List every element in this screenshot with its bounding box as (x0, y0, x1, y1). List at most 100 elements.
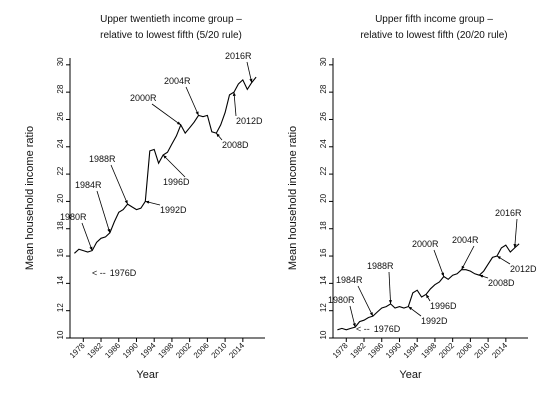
y-tick-label: 20 (319, 193, 328, 202)
y-tick-label: 10 (319, 330, 328, 339)
annotation-arrowhead (163, 154, 167, 159)
y-tick-label: 18 (319, 221, 328, 230)
x-axis-title: Year (136, 369, 159, 381)
y-tick-label: 24 (56, 139, 65, 148)
annotation-label: 1992D (421, 316, 448, 326)
annotation-label: 1988R (89, 154, 116, 164)
chart-title-line: relative to lowest fifth (5/20 rule) (100, 30, 242, 41)
annotation-text: 1976D (374, 324, 401, 334)
x-tick-label: 2002 (174, 341, 193, 360)
annotation-arrowhead (89, 246, 93, 251)
x-tick-label: 2006 (455, 341, 474, 360)
annotation-arrowhead (513, 244, 517, 248)
annotation-leader-line (461, 245, 475, 270)
x-tick-label: 1982 (348, 341, 367, 360)
y-tick-label: 12 (56, 303, 65, 312)
annotation-label: 1980R (328, 295, 355, 305)
y-tick-label: 14 (56, 275, 65, 284)
annotation-leader-line (151, 103, 182, 126)
annotation-arrowhead (461, 265, 465, 270)
annotation-arrowhead (216, 133, 220, 137)
x-tick-label: 1994 (139, 341, 158, 360)
annotation-label: < -- 1976D (92, 268, 137, 278)
y-tick-label: 24 (319, 139, 328, 148)
y-tick-label: 16 (319, 248, 328, 257)
x-tick-label: 1990 (121, 341, 140, 360)
annotation-arrow-prefix: < -- (92, 268, 106, 278)
chart-title-line: Upper fifth income group – (375, 14, 493, 25)
x-tick-label: 1982 (85, 341, 104, 360)
y-tick-label: 28 (319, 84, 328, 93)
annotation-arrowhead (388, 300, 392, 304)
annotation-label: < -- 1976D (356, 324, 401, 334)
x-tick-label: 2010 (210, 341, 229, 360)
annotation-label: 1984R (336, 275, 363, 285)
annotation-text: 1976D (110, 268, 137, 278)
y-tick-label: 26 (56, 111, 65, 120)
annotation-label: 2012D (510, 264, 537, 274)
annotation-arrowhead (195, 111, 199, 116)
series-line (74, 76, 257, 254)
annotation-arrow-prefix: < -- (356, 324, 370, 334)
annotation-leader-line (81, 222, 93, 251)
annotation-arrowhead (352, 323, 356, 328)
annotation-label: 1996D (163, 177, 190, 187)
annotation-label: 2016R (225, 51, 252, 61)
annotation-label: 1980R (60, 212, 87, 222)
y-tick-label: 20 (56, 193, 65, 202)
annotation-leader-line (233, 92, 237, 117)
annotation-leader-line (514, 218, 518, 248)
x-axis-title: Year (399, 369, 422, 381)
chart-panel-upper-fifth: Upper fifth income group – relative to lo… (287, 14, 537, 381)
y-tick-label: 16 (56, 248, 65, 257)
annotation-arrowhead (107, 228, 111, 233)
annotation-arrowhead (145, 200, 150, 204)
x-tick-label: 1986 (103, 341, 122, 360)
x-tick-label: 1978 (68, 341, 87, 360)
annotation-arrowhead (479, 274, 484, 278)
annotation-label: 1996D (430, 301, 457, 311)
annotation-leader-line (162, 154, 186, 178)
annotation-arrowhead (441, 272, 444, 277)
annotation-arrowhead (124, 200, 128, 205)
y-axis-title: Mean household income ratio (24, 126, 36, 270)
annotation-label: 2000R (412, 239, 439, 249)
annotation-arrowhead (426, 294, 430, 299)
x-tick-label: 1998 (156, 341, 175, 360)
series-line (337, 243, 520, 331)
annotation-label: 2008D (222, 140, 249, 150)
chart-title-line: relative to lowest fifth (20/20 rule) (360, 30, 507, 41)
x-tick-label: 2006 (192, 341, 211, 360)
annotation-label: 2004R (452, 235, 479, 245)
annotation-arrowhead (408, 306, 413, 311)
y-axis-title: Mean household income ratio (287, 126, 299, 270)
y-tick-label: 12 (319, 303, 328, 312)
y-tick-label: 22 (319, 166, 328, 175)
annotation-leader-line (96, 190, 111, 233)
y-tick-label: 30 (56, 57, 65, 66)
annotation-label: 2000R (130, 93, 157, 103)
x-tick-label: 2010 (473, 341, 492, 360)
annotation-label: 1984R (75, 180, 102, 190)
y-tick-label: 18 (56, 221, 65, 230)
y-tick-label: 30 (319, 57, 328, 66)
x-tick-label: 1978 (331, 341, 350, 360)
annotation-arrowhead (249, 78, 253, 83)
annotation-arrowhead (496, 256, 501, 260)
x-tick-label: 1986 (366, 341, 385, 360)
annotation-arrowhead (369, 312, 373, 317)
annotation-leader-line (357, 285, 374, 317)
annotation-leader-line (388, 271, 392, 304)
annotation-leader-line (185, 86, 199, 116)
annotation-leader-line (433, 249, 445, 277)
annotation-label: 1988R (367, 261, 394, 271)
y-tick-label: 10 (56, 330, 65, 339)
annotation-label: 2004R (164, 76, 191, 86)
x-tick-label: 2014 (490, 341, 509, 360)
y-tick-label: 22 (56, 166, 65, 175)
annotation-label: 2008D (488, 278, 515, 288)
annotation-label: 2016R (495, 208, 522, 218)
y-tick-label: 28 (56, 84, 65, 93)
chart-panel-upper-twentieth: Upper twentieth income group – relative t… (24, 14, 265, 381)
